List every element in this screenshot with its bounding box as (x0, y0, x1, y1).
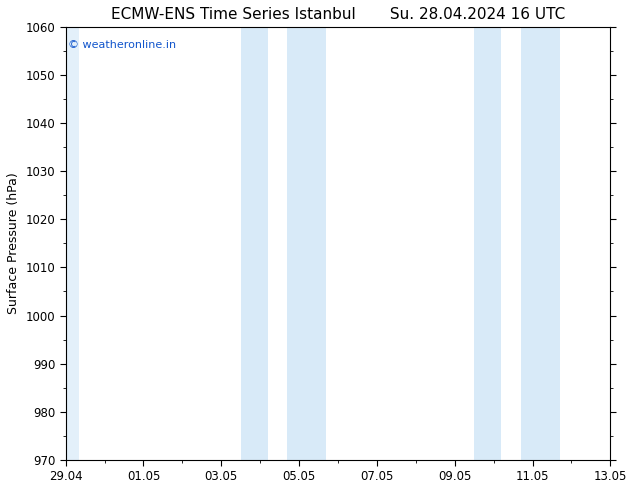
Bar (241, 27, 268, 460)
Y-axis label: Surface Pressure (hPa): Surface Pressure (hPa) (7, 172, 20, 314)
Title: ECMW-ENS Time Series Istanbul       Su. 28.04.2024 16 UTC: ECMW-ENS Time Series Istanbul Su. 28.04.… (111, 7, 565, 22)
Bar (521, 27, 560, 460)
Bar (66, 27, 79, 460)
Bar (474, 27, 501, 460)
Text: © weatheronline.in: © weatheronline.in (68, 40, 176, 50)
Bar (287, 27, 327, 460)
